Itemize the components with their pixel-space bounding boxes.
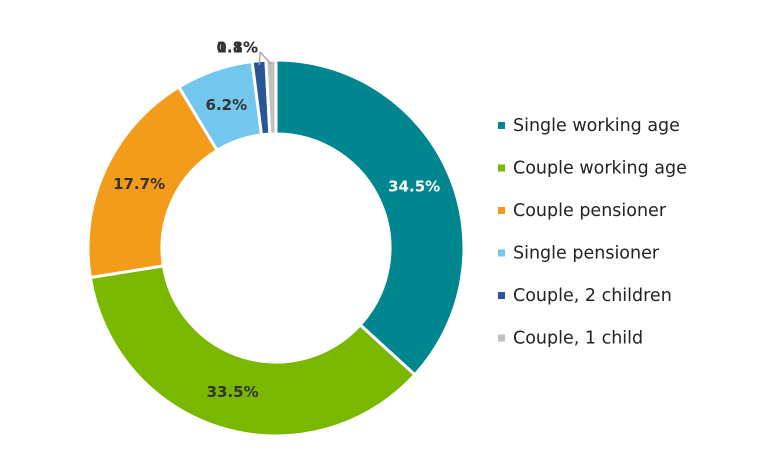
legend-swatch-couple-working-age [498,164,505,172]
slice-single-working-age [274,58,466,377]
leader-line-couple-1-child [259,51,272,65]
legend: Single working age Couple working age Coup… [498,116,687,349]
leader-lines [258,51,272,65]
data-label-couple-2-children: 1.1% [216,39,258,57]
legend-label-couple-pensioner: Couple pensioner [513,201,667,221]
slice-couple-working-age [88,264,417,438]
data-label-single-working-age: 34.5% [388,178,440,196]
legend-label-single-working-age: Single working age [513,116,680,136]
data-label-couple-pensioner: 17.7% [113,175,165,193]
legend-swatch-single-pensioner [498,249,505,257]
data-label-couple-1-child: 0.8% [216,39,258,57]
donut-slices [86,58,466,438]
legend-swatch-single-working-age [498,122,505,129]
legend-swatch-couple-1-child [498,334,505,342]
legend-label-couple-1-child: Couple, 1 child [513,329,643,349]
legend-label-couple-2-children: Couple, 2 children [513,286,672,306]
data-labels: 34.5% 33.5% 17.7% 6.2% 1.1%0.8% [113,39,440,402]
data-label-couple-working-age: 33.5% [207,383,259,401]
data-label-single-pensioner: 6.2% [206,96,248,114]
legend-swatch-couple-pensioner [498,207,505,214]
legend-label-single-pensioner: Single pensioner [513,244,660,264]
slice-couple-1-child [264,58,278,136]
leader-line-couple-2-children [258,51,261,65]
legend-label-couple-working-age: Couple working age [513,159,687,179]
legend-swatch-couple-2-children [498,292,505,299]
